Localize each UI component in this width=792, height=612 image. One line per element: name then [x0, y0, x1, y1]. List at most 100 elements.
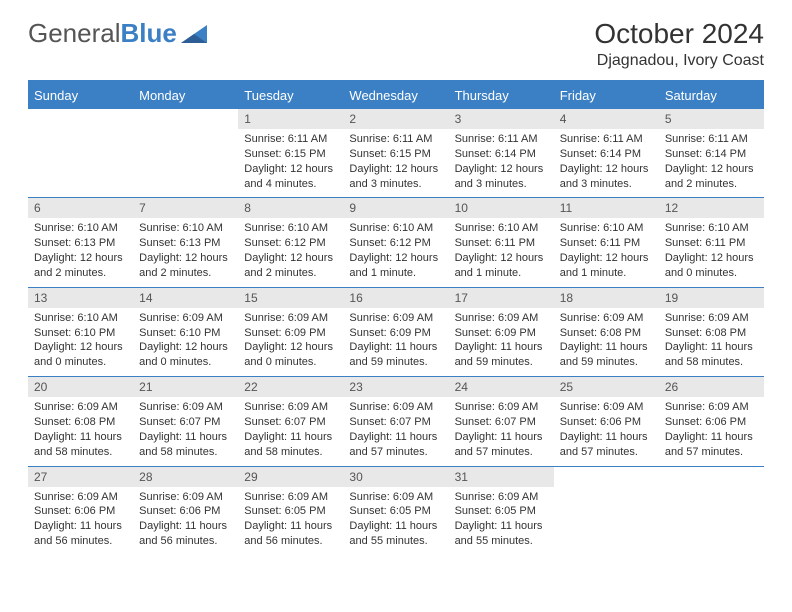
day-number: 21: [133, 377, 238, 397]
day-number: 5: [659, 109, 764, 129]
day-number: 1: [238, 109, 343, 129]
sunrise-text: Sunrise: 6:10 AM: [139, 221, 232, 236]
day-details: Sunrise: 6:10 AMSunset: 6:11 PMDaylight:…: [449, 218, 554, 286]
logo-text-blue: Blue: [121, 18, 177, 49]
weekday-row: SundayMondayTuesdayWednesdayThursdayFrid…: [28, 81, 764, 109]
location: Djagnadou, Ivory Coast: [594, 52, 764, 70]
sunrise-text: Sunrise: 6:10 AM: [34, 221, 127, 236]
sunrise-text: Sunrise: 6:09 AM: [34, 400, 127, 415]
calendar-day-cell: 5Sunrise: 6:11 AMSunset: 6:14 PMDaylight…: [659, 109, 764, 198]
calendar-week-row: 27Sunrise: 6:09 AMSunset: 6:06 PMDayligh…: [28, 466, 764, 555]
day-details: Sunrise: 6:09 AMSunset: 6:08 PMDaylight:…: [28, 397, 133, 465]
day-number: 20: [28, 377, 133, 397]
sunrise-text: Sunrise: 6:09 AM: [665, 400, 758, 415]
calendar-day-cell: 1Sunrise: 6:11 AMSunset: 6:15 PMDaylight…: [238, 109, 343, 198]
title-block: October 2024 Djagnadou, Ivory Coast: [594, 18, 764, 70]
daylight-text: Daylight: 11 hours and 57 minutes.: [665, 430, 758, 460]
day-details: Sunrise: 6:09 AMSunset: 6:07 PMDaylight:…: [449, 397, 554, 465]
day-number: 27: [28, 467, 133, 487]
sunset-text: Sunset: 6:14 PM: [455, 147, 548, 162]
calendar-week-row: 20Sunrise: 6:09 AMSunset: 6:08 PMDayligh…: [28, 377, 764, 466]
calendar-day-cell: 19Sunrise: 6:09 AMSunset: 6:08 PMDayligh…: [659, 287, 764, 376]
day-details: Sunrise: 6:10 AMSunset: 6:13 PMDaylight:…: [28, 218, 133, 286]
daylight-text: Daylight: 12 hours and 0 minutes.: [139, 340, 232, 370]
calendar-day-cell: 21Sunrise: 6:09 AMSunset: 6:07 PMDayligh…: [133, 377, 238, 466]
sunrise-text: Sunrise: 6:11 AM: [455, 132, 548, 147]
calendar-day-cell: 29Sunrise: 6:09 AMSunset: 6:05 PMDayligh…: [238, 466, 343, 555]
daylight-text: Daylight: 12 hours and 3 minutes.: [349, 162, 442, 192]
calendar-body: ....1Sunrise: 6:11 AMSunset: 6:15 PMDayl…: [28, 109, 764, 555]
calendar-week-row: 6Sunrise: 6:10 AMSunset: 6:13 PMDaylight…: [28, 198, 764, 287]
sunset-text: Sunset: 6:07 PM: [244, 415, 337, 430]
day-number: 24: [449, 377, 554, 397]
day-details: Sunrise: 6:10 AMSunset: 6:12 PMDaylight:…: [343, 218, 448, 286]
sunset-text: Sunset: 6:11 PM: [665, 236, 758, 251]
calendar-day-cell: 9Sunrise: 6:10 AMSunset: 6:12 PMDaylight…: [343, 198, 448, 287]
sunset-text: Sunset: 6:09 PM: [455, 326, 548, 341]
daylight-text: Daylight: 11 hours and 55 minutes.: [455, 519, 548, 549]
day-number: 28: [133, 467, 238, 487]
sunrise-text: Sunrise: 6:09 AM: [349, 400, 442, 415]
daylight-text: Daylight: 12 hours and 0 minutes.: [34, 340, 127, 370]
day-details: Sunrise: 6:09 AMSunset: 6:07 PMDaylight:…: [238, 397, 343, 465]
sunset-text: Sunset: 6:05 PM: [244, 504, 337, 519]
sunset-text: Sunset: 6:06 PM: [560, 415, 653, 430]
day-details: Sunrise: 6:09 AMSunset: 6:06 PMDaylight:…: [659, 397, 764, 465]
day-details: Sunrise: 6:09 AMSunset: 6:09 PMDaylight:…: [449, 308, 554, 376]
day-details: Sunrise: 6:11 AMSunset: 6:14 PMDaylight:…: [659, 129, 764, 197]
day-number: 25: [554, 377, 659, 397]
day-number: 22: [238, 377, 343, 397]
sunset-text: Sunset: 6:09 PM: [349, 326, 442, 341]
day-number: 6: [28, 198, 133, 218]
day-number: 14: [133, 288, 238, 308]
day-details: Sunrise: 6:10 AMSunset: 6:12 PMDaylight:…: [238, 218, 343, 286]
day-details: Sunrise: 6:11 AMSunset: 6:14 PMDaylight:…: [554, 129, 659, 197]
calendar-day-cell: 7Sunrise: 6:10 AMSunset: 6:13 PMDaylight…: [133, 198, 238, 287]
day-details: Sunrise: 6:10 AMSunset: 6:10 PMDaylight:…: [28, 308, 133, 376]
sunrise-text: Sunrise: 6:11 AM: [244, 132, 337, 147]
day-number: 10: [449, 198, 554, 218]
sunset-text: Sunset: 6:13 PM: [139, 236, 232, 251]
daylight-text: Daylight: 11 hours and 58 minutes.: [139, 430, 232, 460]
calendar-head: SundayMondayTuesdayWednesdayThursdayFrid…: [28, 81, 764, 109]
daylight-text: Daylight: 11 hours and 58 minutes.: [244, 430, 337, 460]
day-details: Sunrise: 6:10 AMSunset: 6:13 PMDaylight:…: [133, 218, 238, 286]
header: GeneralBlue October 2024 Djagnadou, Ivor…: [28, 18, 764, 70]
day-details: Sunrise: 6:09 AMSunset: 6:09 PMDaylight:…: [343, 308, 448, 376]
day-details: Sunrise: 6:09 AMSunset: 6:05 PMDaylight:…: [238, 487, 343, 555]
sunset-text: Sunset: 6:08 PM: [665, 326, 758, 341]
daylight-text: Daylight: 11 hours and 57 minutes.: [455, 430, 548, 460]
daylight-text: Daylight: 11 hours and 58 minutes.: [34, 430, 127, 460]
sunset-text: Sunset: 6:05 PM: [455, 504, 548, 519]
weekday-header: Sunday: [28, 81, 133, 109]
calendar-day-cell: 17Sunrise: 6:09 AMSunset: 6:09 PMDayligh…: [449, 287, 554, 376]
calendar-day-cell: 13Sunrise: 6:10 AMSunset: 6:10 PMDayligh…: [28, 287, 133, 376]
calendar-day-cell: ..: [133, 109, 238, 198]
calendar-day-cell: 14Sunrise: 6:09 AMSunset: 6:10 PMDayligh…: [133, 287, 238, 376]
calendar-day-cell: 16Sunrise: 6:09 AMSunset: 6:09 PMDayligh…: [343, 287, 448, 376]
sunrise-text: Sunrise: 6:09 AM: [349, 490, 442, 505]
sunset-text: Sunset: 6:06 PM: [665, 415, 758, 430]
day-number: 26: [659, 377, 764, 397]
calendar-day-cell: 15Sunrise: 6:09 AMSunset: 6:09 PMDayligh…: [238, 287, 343, 376]
sunrise-text: Sunrise: 6:10 AM: [455, 221, 548, 236]
calendar-day-cell: 10Sunrise: 6:10 AMSunset: 6:11 PMDayligh…: [449, 198, 554, 287]
calendar-day-cell: 22Sunrise: 6:09 AMSunset: 6:07 PMDayligh…: [238, 377, 343, 466]
sunrise-text: Sunrise: 6:09 AM: [665, 311, 758, 326]
sunset-text: Sunset: 6:06 PM: [139, 504, 232, 519]
sunrise-text: Sunrise: 6:09 AM: [139, 311, 232, 326]
weekday-header: Monday: [133, 81, 238, 109]
day-details: Sunrise: 6:09 AMSunset: 6:07 PMDaylight:…: [343, 397, 448, 465]
calendar-day-cell: 4Sunrise: 6:11 AMSunset: 6:14 PMDaylight…: [554, 109, 659, 198]
day-number: 18: [554, 288, 659, 308]
sunrise-text: Sunrise: 6:09 AM: [455, 490, 548, 505]
sunset-text: Sunset: 6:12 PM: [349, 236, 442, 251]
weekday-header: Saturday: [659, 81, 764, 109]
calendar-day-cell: 24Sunrise: 6:09 AMSunset: 6:07 PMDayligh…: [449, 377, 554, 466]
calendar-day-cell: 12Sunrise: 6:10 AMSunset: 6:11 PMDayligh…: [659, 198, 764, 287]
sunrise-text: Sunrise: 6:10 AM: [560, 221, 653, 236]
logo-triangle-icon: [181, 25, 207, 43]
calendar-day-cell: 6Sunrise: 6:10 AMSunset: 6:13 PMDaylight…: [28, 198, 133, 287]
day-details: Sunrise: 6:09 AMSunset: 6:06 PMDaylight:…: [28, 487, 133, 555]
day-number: 31: [449, 467, 554, 487]
